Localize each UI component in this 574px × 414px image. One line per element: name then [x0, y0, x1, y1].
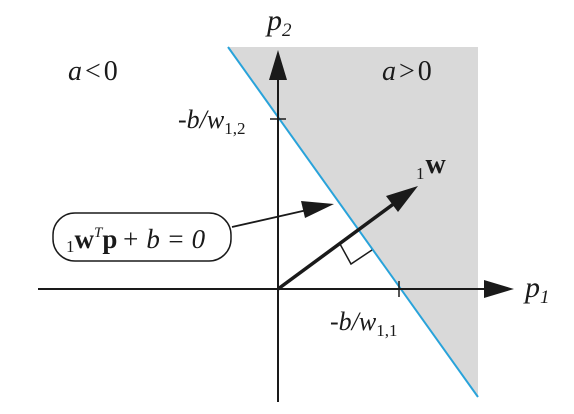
y-axis-arrowhead: [269, 50, 287, 80]
y-intercept-label: -b/w1,2: [178, 105, 245, 138]
y-axis-label-main: p: [265, 4, 282, 37]
y-axis-label-sub: 2: [282, 20, 292, 41]
boundary-eq-sup: T: [94, 225, 104, 241]
negative-region-label: a <0: [68, 56, 118, 87]
equation-pointer-arrow: [231, 207, 317, 228]
boundary-eq-w: w: [75, 224, 95, 254]
x-intercept-sub: 1,1: [376, 321, 397, 340]
x-axis-label: p1: [523, 271, 550, 308]
y-axis-label: p2: [265, 4, 292, 41]
neg-region-op: <: [85, 56, 101, 87]
y-intercept-prefix: -b/w: [178, 105, 225, 134]
boundary-eq-p: p: [102, 224, 117, 254]
boundary-eq-presub: 1: [66, 237, 75, 256]
pos-region-op: >: [399, 56, 415, 87]
weight-vector-presub: 1: [416, 164, 425, 183]
pos-region-val: 0: [418, 56, 432, 87]
x-intercept-prefix: -b/w: [330, 307, 377, 336]
neg-region-var: a: [68, 56, 82, 87]
boundary-eq-rest: + b = 0: [121, 224, 205, 254]
neg-region-val: 0: [104, 56, 118, 87]
positive-region-label: a >0: [382, 56, 432, 87]
weight-vector-symbol: w: [426, 149, 447, 180]
x-axis-label-main: p: [523, 271, 540, 304]
pos-region-var: a: [382, 56, 396, 87]
boundary-equation-label: 1wTp + b = 0: [66, 224, 206, 256]
x-intercept-label: -b/w1,1: [330, 307, 397, 340]
x-axis-arrowhead: [484, 280, 514, 298]
weight-vector-arrow: [276, 195, 405, 291]
weight-vector-arrowhead: [386, 186, 418, 212]
x-axis-label-sub: 1: [540, 287, 550, 308]
equation-pointer-arrowhead: [301, 201, 334, 218]
right-angle-marker: [339, 243, 373, 266]
decision-boundary-line: [227, 46, 479, 398]
y-intercept-sub: 1,2: [224, 119, 245, 138]
weight-vector-label: 1w: [416, 149, 447, 183]
boundary-equation-box: [52, 212, 232, 262]
